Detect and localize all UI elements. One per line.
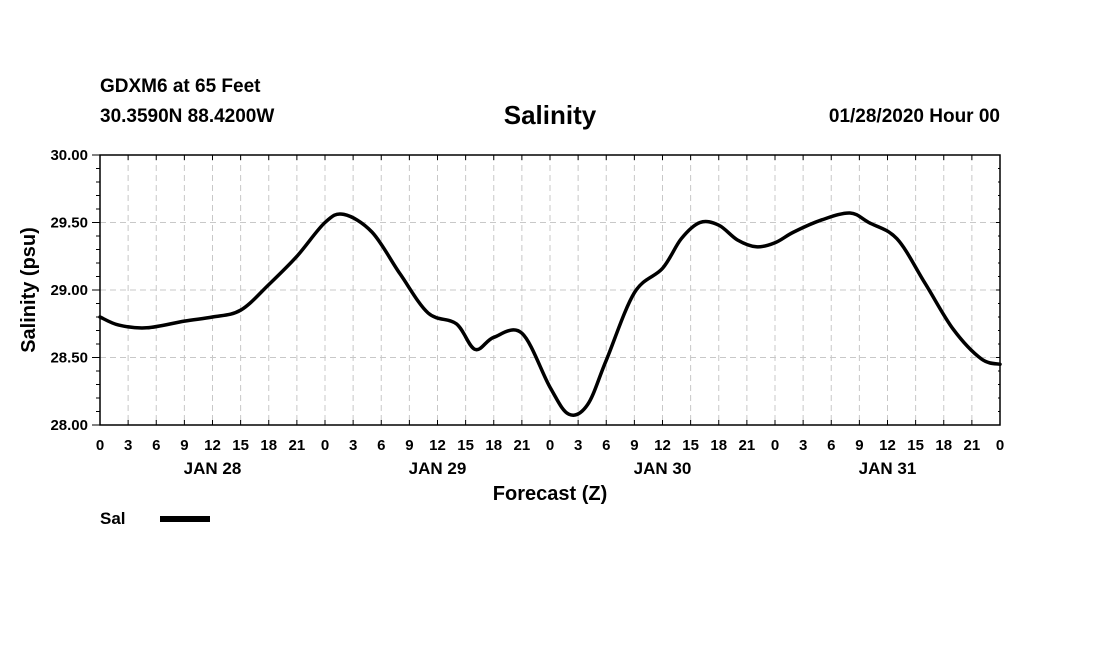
x-tick-label: 9 [180,437,188,454]
plot-frame [99,154,1001,426]
x-tick-label: 18 [485,437,502,454]
series-line-sal [98,211,1002,417]
x-tick-label: 6 [377,437,385,454]
y-axis-label: Salinity (psu) [18,227,40,353]
y-tick-label: 30.00 [50,147,88,164]
x-tick-label: 6 [152,437,160,454]
y-tick-label: 29.50 [50,215,88,232]
x-tick-label: 6 [827,437,835,454]
x-tick-label: 3 [574,437,582,454]
x-tick-label: 15 [232,437,249,454]
date-label: JAN 29 [409,459,467,478]
x-tick-label: 9 [630,437,638,454]
x-tick-label: 18 [710,437,727,454]
x-axis-label: Forecast (Z) [493,483,607,505]
x-tick-label: 12 [429,437,446,454]
date-label: JAN 28 [184,459,242,478]
coordinates-label: 30.3590N 88.4200W [100,106,275,127]
date-label: JAN 30 [634,459,692,478]
x-tick-label: 15 [682,437,699,454]
x-tick-label: 0 [96,437,104,454]
x-tick-label: 9 [855,437,863,454]
x-tick-label: 15 [907,437,924,454]
x-tick-label: 21 [514,437,531,454]
grid-lines [100,155,1000,425]
x-tick-label: 12 [879,437,896,454]
x-tick-label: 3 [799,437,807,454]
y-tick-label: 29.00 [50,282,88,299]
x-tick-label: 3 [124,437,132,454]
x-tick-label: 12 [654,437,671,454]
x-tick-label: 18 [935,437,952,454]
date-label: JAN 31 [859,459,917,478]
station-label: GDXM6 at 65 Feet [100,76,261,97]
x-tick-label: 18 [260,437,277,454]
x-tick-label: 6 [602,437,610,454]
x-tick-label: 0 [771,437,779,454]
x-tick-label: 12 [204,437,221,454]
legend: Sal [100,509,210,529]
x-tick-label: 15 [457,437,474,454]
tick-labels: 0 3 6 9 12 15 18 21 0 3 6 9 12 15 18 21 0 3 6 9 12 15 18 21 0 3 6 9… [50,147,1004,478]
x-tick-label: 21 [289,437,306,454]
x-tick-label: 0 [321,437,329,454]
y-tick-label: 28.50 [50,350,88,367]
x-tick-label: 21 [964,437,981,454]
x-tick-label: 3 [349,437,357,454]
x-tick-label: 0 [996,437,1004,454]
run-time-label: 01/28/2020 Hour 00 [828,106,1000,127]
x-tick-label: 0 [546,437,554,454]
x-tick-label: 9 [405,437,413,454]
x-tick-label: 21 [739,437,756,454]
chart-title: Salinity [503,100,597,130]
legend-swatch-sal [160,516,210,522]
legend-label-sal: Sal [100,509,126,528]
y-tick-label: 28.00 [50,417,88,434]
